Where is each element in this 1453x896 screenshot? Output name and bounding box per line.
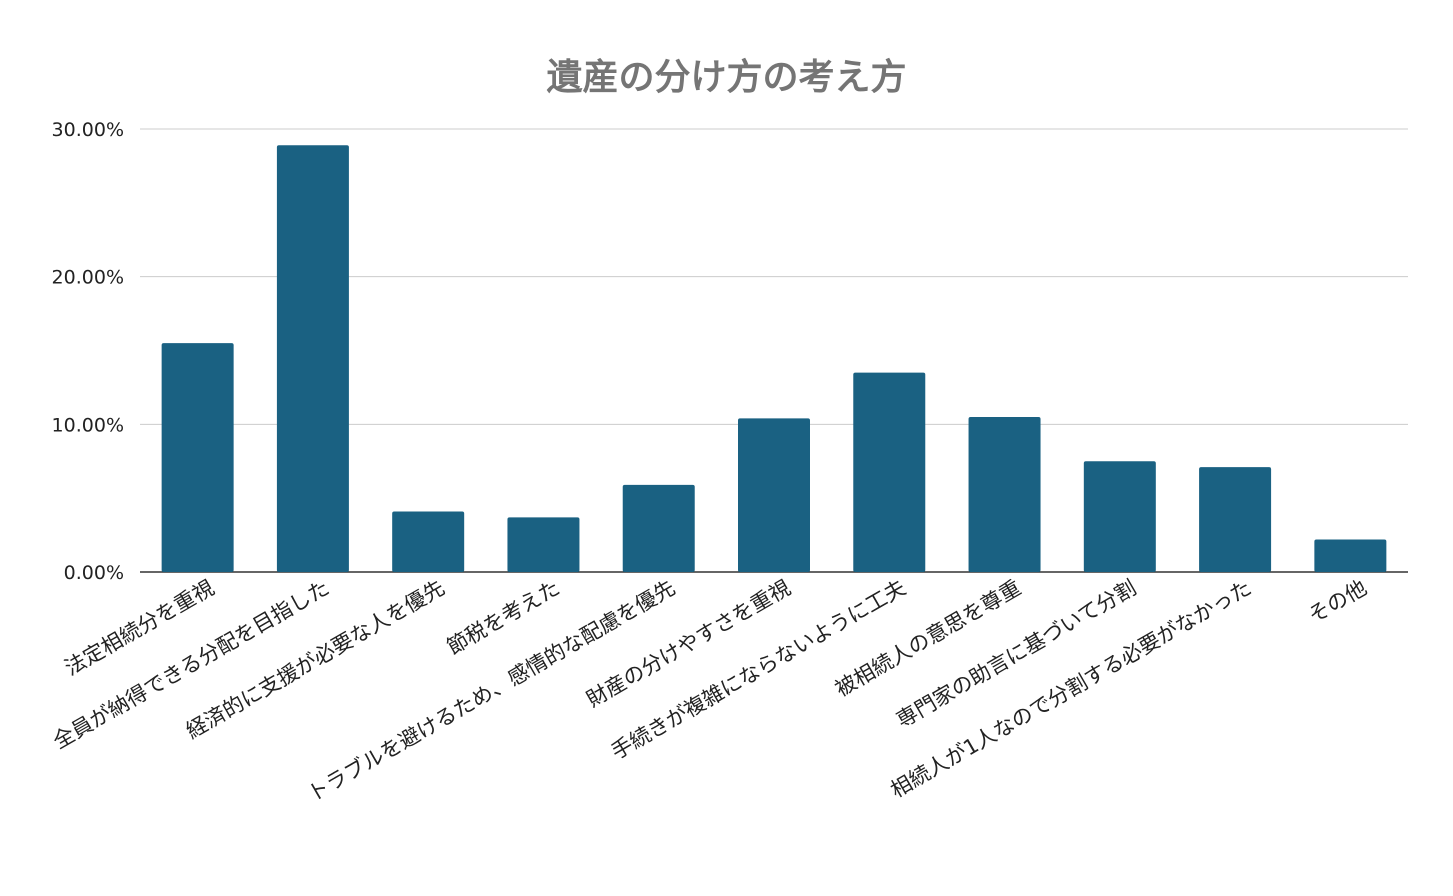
y-tick-labels: 0.00% 10.00% 20.00% 30.00%: [52, 119, 124, 584]
y-tick-label: 10.00%: [52, 414, 124, 436]
bar: [1199, 467, 1272, 572]
y-tick-label: 30.00%: [52, 119, 124, 141]
bar: [392, 511, 465, 572]
chart-title: 遺産の分け方の考え方: [546, 57, 907, 98]
bar: [507, 517, 580, 572]
bar-layer: [161, 145, 1387, 572]
bar: [1314, 539, 1387, 572]
bar: [276, 145, 349, 572]
bar: [968, 416, 1041, 572]
x-tick-label: 財産の分けやすさを重視: [582, 576, 794, 712]
bar: [1083, 461, 1156, 572]
x-tick-labels: 法定相続分を重視全員が納得できる分配を目指した経済的に支援が必要な人を優先節税を…: [49, 576, 1371, 807]
x-tick-label: その他: [1304, 576, 1371, 628]
y-tick-label: 0.00%: [64, 562, 124, 584]
x-tick-label: 被相続人の意思を尊重: [831, 576, 1025, 702]
bar: [622, 484, 695, 572]
bar: [853, 372, 926, 572]
bar: [161, 343, 234, 572]
bar: [738, 418, 810, 572]
y-tick-label: 20.00%: [52, 267, 124, 289]
